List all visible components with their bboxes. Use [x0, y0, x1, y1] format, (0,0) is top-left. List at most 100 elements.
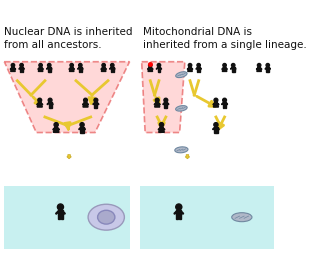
Polygon shape — [197, 70, 198, 72]
Polygon shape — [214, 127, 218, 131]
Polygon shape — [148, 67, 149, 69]
Polygon shape — [79, 70, 80, 72]
Circle shape — [197, 63, 200, 67]
Polygon shape — [216, 131, 218, 133]
Circle shape — [157, 63, 161, 67]
Polygon shape — [48, 70, 49, 72]
Polygon shape — [101, 67, 106, 72]
Polygon shape — [93, 103, 95, 105]
Polygon shape — [214, 131, 216, 133]
Circle shape — [11, 63, 15, 67]
Polygon shape — [83, 128, 85, 130]
Polygon shape — [225, 105, 226, 108]
Circle shape — [80, 123, 84, 127]
Polygon shape — [20, 70, 21, 72]
Polygon shape — [223, 105, 224, 108]
Polygon shape — [78, 67, 79, 69]
Polygon shape — [46, 67, 48, 69]
Polygon shape — [268, 70, 269, 72]
Circle shape — [223, 98, 227, 102]
Polygon shape — [104, 67, 106, 69]
Polygon shape — [4, 62, 130, 132]
Polygon shape — [226, 103, 228, 105]
Circle shape — [164, 98, 168, 102]
Circle shape — [102, 63, 105, 67]
Text: Nuclear DNA is inherited
from all ancestors.: Nuclear DNA is inherited from all ancest… — [4, 27, 133, 50]
Polygon shape — [174, 211, 177, 214]
Circle shape — [266, 63, 269, 67]
Polygon shape — [50, 67, 52, 69]
Polygon shape — [257, 67, 261, 72]
Polygon shape — [265, 67, 267, 69]
Ellipse shape — [176, 106, 187, 111]
Polygon shape — [37, 102, 42, 107]
Polygon shape — [232, 67, 235, 70]
Ellipse shape — [88, 204, 124, 230]
Polygon shape — [94, 105, 96, 108]
Polygon shape — [222, 67, 224, 69]
Circle shape — [188, 63, 192, 67]
Polygon shape — [269, 67, 270, 69]
Polygon shape — [199, 70, 200, 72]
Polygon shape — [83, 103, 85, 105]
Polygon shape — [4, 186, 130, 249]
Polygon shape — [79, 128, 81, 130]
Polygon shape — [151, 67, 153, 69]
Polygon shape — [49, 105, 50, 108]
Ellipse shape — [176, 72, 187, 78]
Polygon shape — [81, 70, 82, 72]
Circle shape — [39, 63, 42, 67]
Polygon shape — [101, 67, 103, 69]
Circle shape — [54, 123, 58, 127]
Circle shape — [79, 63, 82, 67]
Polygon shape — [155, 102, 160, 107]
Polygon shape — [160, 67, 162, 69]
Circle shape — [48, 98, 52, 102]
Polygon shape — [230, 67, 232, 69]
Polygon shape — [69, 67, 71, 69]
Polygon shape — [167, 103, 169, 105]
Polygon shape — [148, 67, 153, 72]
Polygon shape — [176, 215, 178, 219]
Polygon shape — [256, 67, 259, 69]
Polygon shape — [58, 215, 60, 219]
Circle shape — [70, 63, 73, 67]
Polygon shape — [196, 67, 198, 69]
Polygon shape — [37, 103, 39, 105]
Polygon shape — [164, 105, 165, 108]
Polygon shape — [51, 103, 53, 105]
Polygon shape — [41, 67, 43, 69]
Polygon shape — [10, 67, 12, 69]
Circle shape — [223, 63, 226, 67]
Circle shape — [48, 63, 51, 67]
Polygon shape — [50, 105, 52, 108]
Polygon shape — [20, 67, 23, 70]
Ellipse shape — [98, 210, 115, 224]
Polygon shape — [86, 103, 89, 105]
Polygon shape — [191, 67, 193, 69]
Circle shape — [94, 98, 98, 102]
Polygon shape — [94, 102, 97, 105]
Text: Mitochondrial DNA is
inherited from a single lineage.: Mitochondrial DNA is inherited from a si… — [142, 27, 306, 50]
Polygon shape — [159, 70, 160, 72]
Circle shape — [57, 204, 63, 210]
Circle shape — [257, 63, 261, 67]
Polygon shape — [222, 67, 227, 72]
Polygon shape — [81, 67, 83, 69]
Polygon shape — [97, 103, 99, 105]
Polygon shape — [19, 67, 21, 69]
Polygon shape — [111, 67, 114, 70]
Polygon shape — [38, 67, 40, 69]
Polygon shape — [111, 70, 112, 72]
Polygon shape — [234, 70, 235, 72]
Polygon shape — [187, 67, 189, 69]
Polygon shape — [62, 211, 65, 214]
Polygon shape — [260, 67, 262, 69]
Polygon shape — [72, 67, 75, 69]
Ellipse shape — [232, 213, 252, 222]
Polygon shape — [156, 67, 158, 69]
Polygon shape — [22, 70, 23, 72]
Polygon shape — [179, 215, 181, 219]
Polygon shape — [48, 67, 51, 70]
Polygon shape — [80, 131, 82, 133]
